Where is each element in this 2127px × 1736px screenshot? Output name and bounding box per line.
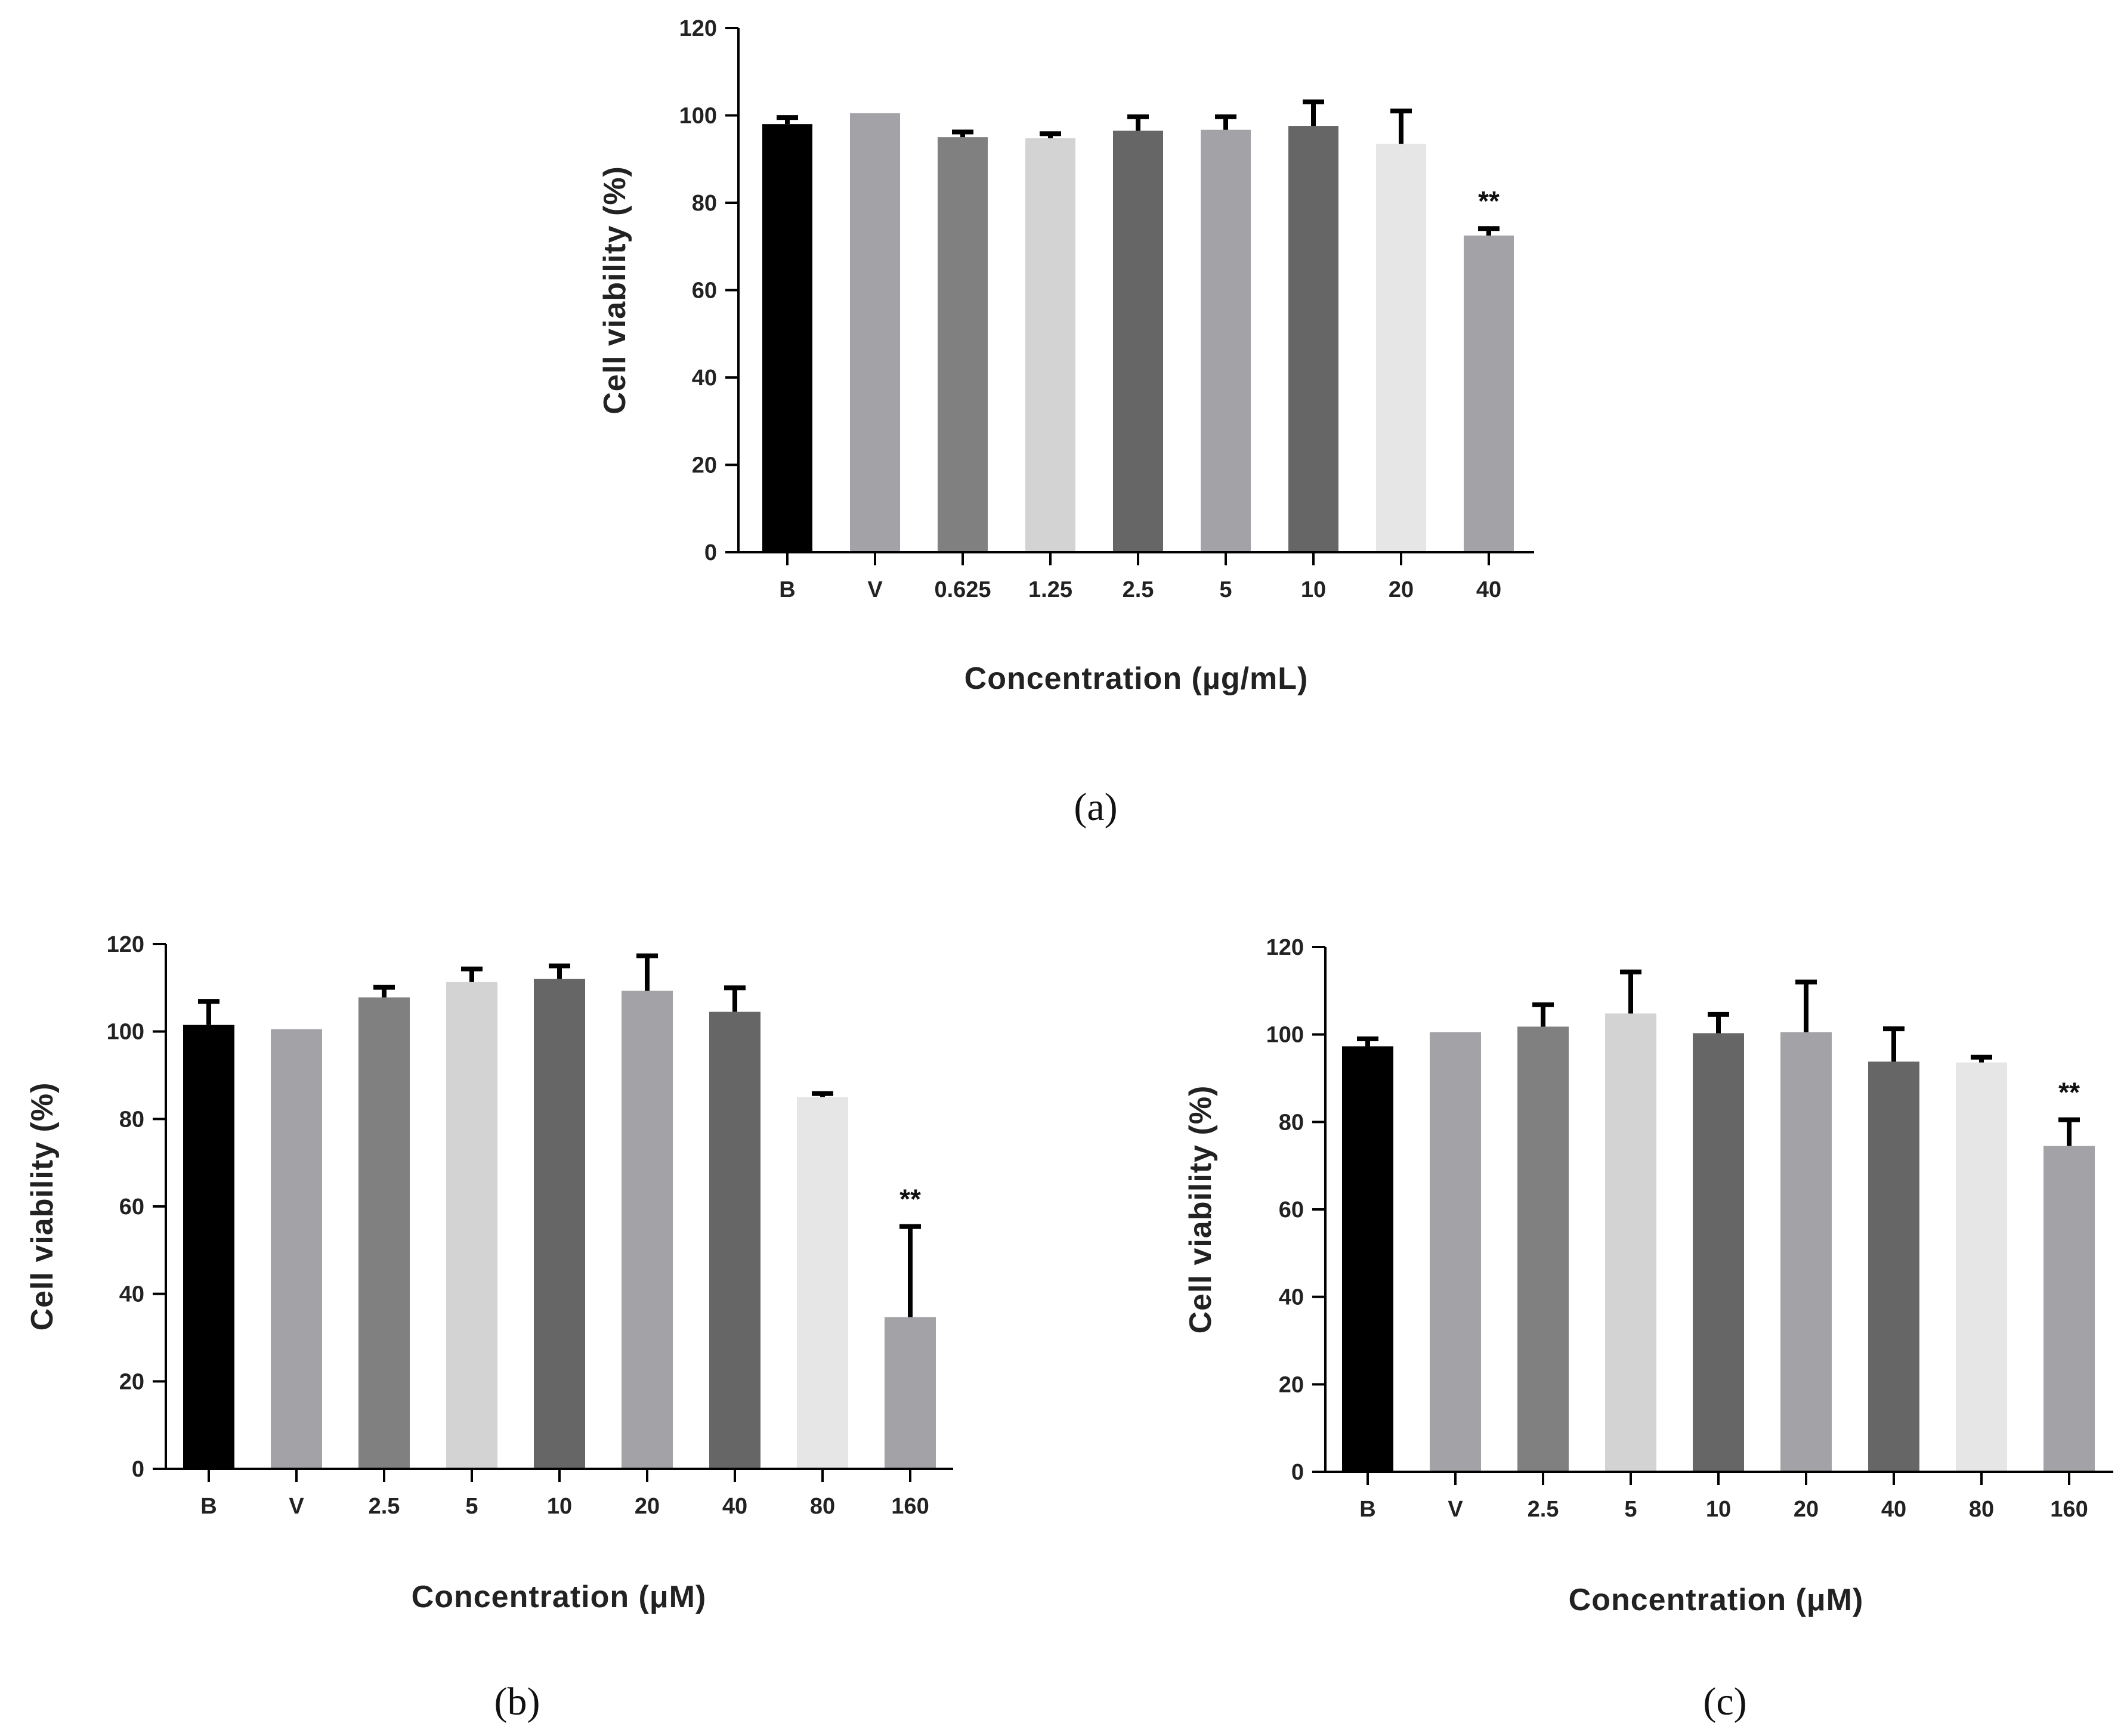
y-tick-label: 0 [132, 1457, 144, 1482]
chart-panel-c: 0 20 40 60 80 100 120 B V 2.5 5 10 20 40 80 160 ** Concen… [1183, 935, 2113, 1723]
x-axis-title: Concentration (μM) [412, 1580, 707, 1614]
bar [622, 991, 673, 1469]
bar [358, 997, 410, 1469]
x-tick-label: 80 [810, 1494, 835, 1519]
panel-label: (c) [1703, 1680, 1746, 1723]
y-tick-label: 0 [1291, 1460, 1304, 1485]
y-tick-label: 40 [119, 1282, 144, 1307]
bar [1025, 138, 1075, 553]
y-tick-label: 20 [119, 1369, 144, 1394]
bar [1780, 1032, 1832, 1472]
x-tick-label: 40 [1476, 577, 1501, 602]
x-tick-label: 10 [1301, 577, 1326, 602]
x-tick-label: 2.5 [1528, 1497, 1559, 1522]
x-tick-label: 40 [1881, 1497, 1906, 1522]
y-tick-label: 120 [107, 932, 144, 957]
x-tick-label: V [1448, 1497, 1463, 1522]
bar [183, 1025, 234, 1469]
x-tick-label: 2.5 [1123, 577, 1154, 602]
y-tick-label: 80 [119, 1107, 144, 1132]
bar [1956, 1062, 2007, 1472]
x-tick-label: 80 [1969, 1497, 1994, 1522]
x-tick-label: 20 [635, 1494, 660, 1519]
bar [709, 1011, 760, 1469]
y-tick-label: 40 [692, 366, 717, 391]
y-tick-label: 100 [107, 1020, 144, 1045]
y-tick-label: 100 [679, 104, 717, 129]
y-tick-label: 40 [1279, 1285, 1304, 1310]
y-tick-label: 60 [1279, 1197, 1304, 1223]
x-tick-label: 10 [547, 1494, 572, 1519]
x-tick-label: 1.25 [1028, 577, 1072, 602]
bar [1430, 1032, 1481, 1472]
x-tick-label: 40 [722, 1494, 747, 1519]
x-axis-title: Concentration (µg/mL) [964, 661, 1309, 696]
x-tick-label: B [779, 577, 795, 602]
y-tick-label: 100 [1266, 1023, 1304, 1048]
panel-label: (a) [1074, 785, 1117, 829]
bar [1464, 235, 1514, 552]
bar [885, 1317, 936, 1469]
panel-label: (b) [494, 1680, 540, 1723]
y-tick-label: 20 [1279, 1372, 1304, 1397]
bar [1868, 1062, 1919, 1472]
bar [1342, 1046, 1393, 1472]
y-tick-label: 80 [692, 191, 717, 216]
x-tick-label: B [1359, 1497, 1375, 1522]
x-tick-label: V [867, 577, 883, 602]
y-axis-title: Cell viability (%) [25, 1082, 60, 1331]
x-tick-label: 20 [1794, 1497, 1819, 1522]
bar [1693, 1033, 1744, 1472]
bar [534, 979, 585, 1469]
y-axis-title: Cell viability (%) [598, 166, 632, 414]
bar [1201, 129, 1251, 553]
bar [1517, 1026, 1569, 1472]
x-tick-label: 5 [1624, 1497, 1637, 1522]
x-tick-label: 2.5 [369, 1494, 400, 1519]
y-tick-label: 0 [704, 540, 717, 565]
y-tick-label: 80 [1279, 1110, 1304, 1135]
bar [1376, 144, 1426, 553]
bar [938, 137, 988, 552]
x-tick-label: 5 [465, 1494, 478, 1519]
x-axis-title: Concentration (μM) [1569, 1583, 1864, 1617]
bar [271, 1029, 322, 1469]
x-tick-label: 160 [2050, 1497, 2088, 1522]
significance-marker: ** [2058, 1077, 2080, 1108]
y-tick-label: 120 [679, 16, 717, 41]
y-tick-label: 60 [692, 278, 717, 304]
x-tick-label: 5 [1219, 577, 1232, 602]
y-tick-label: 120 [1266, 935, 1304, 960]
bar [1605, 1013, 1656, 1472]
x-tick-label: 0.625 [934, 577, 991, 602]
bar [850, 113, 900, 552]
significance-marker: ** [899, 1184, 921, 1215]
x-tick-label: V [289, 1494, 304, 1519]
x-tick-label: 160 [891, 1494, 929, 1519]
y-tick-label: 20 [692, 453, 717, 478]
bar [797, 1097, 848, 1469]
chart-panel-b: 0 20 40 60 80 100 120 B V 2.5 5 10 20 40 80 160 ** Concen… [25, 932, 953, 1723]
bar [446, 982, 497, 1469]
bar [1113, 131, 1163, 552]
x-tick-label: B [200, 1494, 217, 1519]
x-tick-label: 20 [1389, 577, 1414, 602]
significance-marker: ** [1478, 185, 1500, 216]
bar [762, 124, 812, 552]
y-tick-label: 60 [119, 1195, 144, 1220]
chart-panel-a: 0 20 40 60 80 100 120 B V 0.625 1.25 2.5 5 10 20 40 ** Co… [598, 16, 1534, 829]
bar [2043, 1146, 2095, 1472]
y-axis-title: Cell viability (%) [1183, 1085, 1218, 1334]
x-tick-label: 10 [1706, 1497, 1731, 1522]
bar [1288, 126, 1338, 552]
